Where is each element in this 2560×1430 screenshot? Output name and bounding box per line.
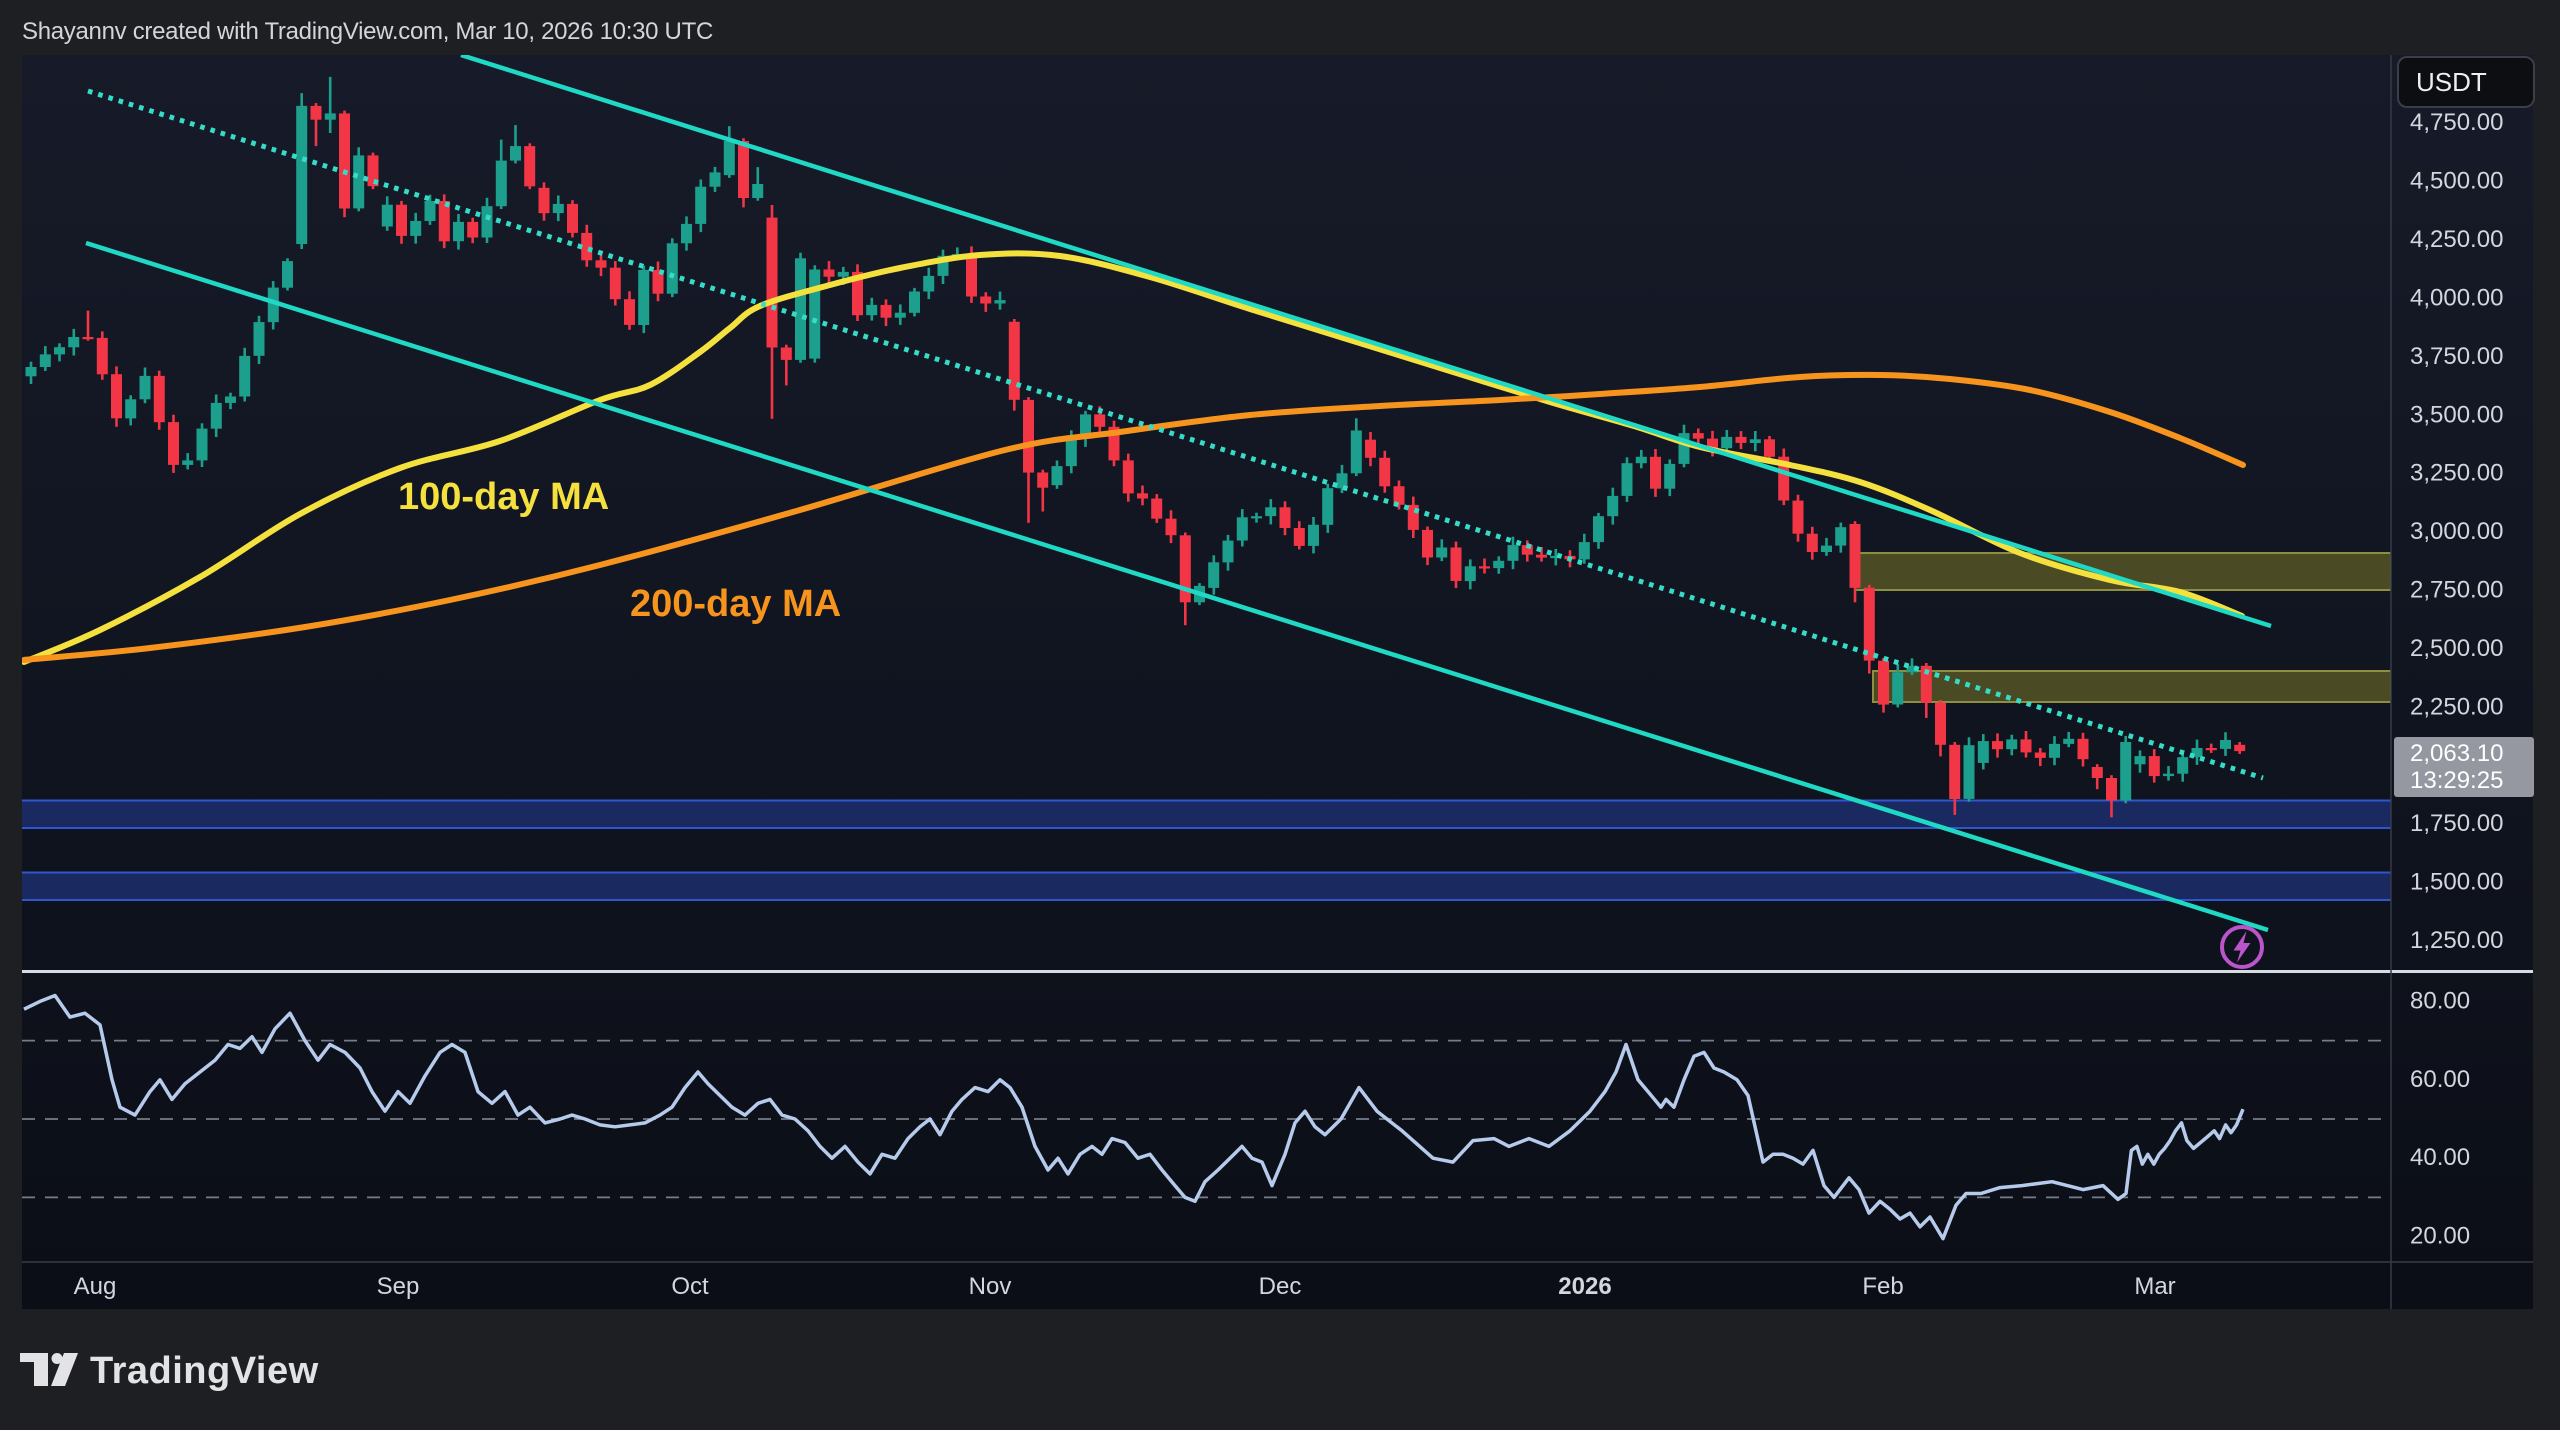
svg-text:Shayannv created with TradingV: Shayannv created with TradingView.com, M… — [22, 18, 713, 45]
svg-text:4,750.00: 4,750.00 — [2410, 109, 2503, 136]
svg-text:40.00: 40.00 — [2410, 1144, 2470, 1171]
svg-text:4,000.00: 4,000.00 — [2410, 285, 2503, 312]
svg-text:TradingView: TradingView — [90, 1350, 319, 1392]
svg-text:Oct: Oct — [671, 1273, 709, 1300]
svg-text:60.00: 60.00 — [2410, 1066, 2470, 1093]
svg-text:100-day MA: 100-day MA — [398, 476, 609, 518]
svg-text:2,063.10: 2,063.10 — [2410, 740, 2503, 767]
svg-text:Feb: Feb — [1862, 1273, 1903, 1300]
svg-text:1,750.00: 1,750.00 — [2410, 810, 2503, 837]
svg-text:2026: 2026 — [1558, 1273, 1611, 1300]
svg-text:3,250.00: 3,250.00 — [2410, 460, 2503, 487]
svg-text:2,500.00: 2,500.00 — [2410, 635, 2503, 662]
svg-text:3,000.00: 3,000.00 — [2410, 518, 2503, 545]
svg-text:20.00: 20.00 — [2410, 1223, 2470, 1250]
svg-text:Sep: Sep — [377, 1273, 420, 1300]
svg-text:Dec: Dec — [1259, 1273, 1302, 1300]
svg-text:1,250.00: 1,250.00 — [2410, 927, 2503, 954]
svg-text:3,500.00: 3,500.00 — [2410, 401, 2503, 428]
svg-text:Mar: Mar — [2134, 1273, 2175, 1300]
svg-text:80.00: 80.00 — [2410, 987, 2470, 1014]
svg-text:2,250.00: 2,250.00 — [2410, 693, 2503, 720]
svg-text:2,750.00: 2,750.00 — [2410, 577, 2503, 604]
svg-text:200-day MA: 200-day MA — [630, 583, 841, 625]
svg-text:1,500.00: 1,500.00 — [2410, 869, 2503, 896]
svg-text:4,250.00: 4,250.00 — [2410, 226, 2503, 253]
svg-text:USDT: USDT — [2416, 67, 2487, 97]
svg-text:3,750.00: 3,750.00 — [2410, 343, 2503, 370]
svg-text:Aug: Aug — [74, 1273, 117, 1300]
svg-text:13:29:25: 13:29:25 — [2410, 767, 2503, 794]
svg-text:4,500.00: 4,500.00 — [2410, 168, 2503, 195]
svg-text:Nov: Nov — [969, 1273, 1012, 1300]
